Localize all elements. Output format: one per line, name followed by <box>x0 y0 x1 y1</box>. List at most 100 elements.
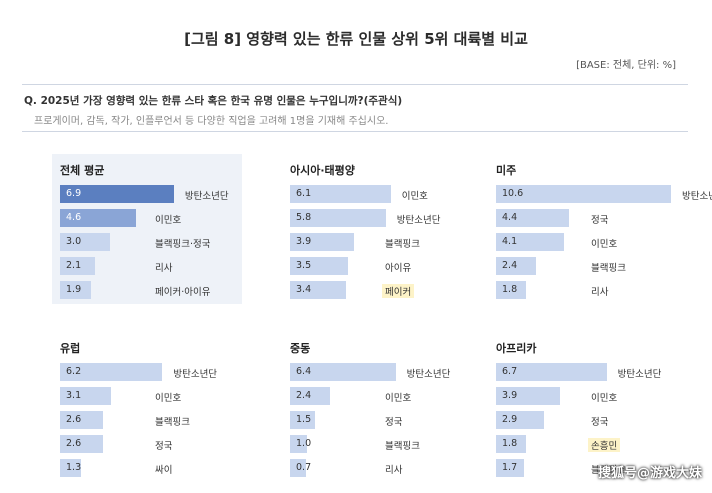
bar-value-label: 1.8 <box>502 438 518 449</box>
bar-row: 3.0 블랙핑크·정국 <box>60 233 245 251</box>
bar <box>496 435 526 453</box>
bar-row: 3.9 블랙핑크 <box>290 233 475 251</box>
category-label: 정국 <box>591 215 609 226</box>
bar-value-label: 2.6 <box>66 414 82 425</box>
bar <box>496 459 525 477</box>
category-label: 방탄소년단 <box>682 191 712 202</box>
category-label: 페이커 <box>382 284 415 298</box>
category-label: 이민호 <box>591 393 618 404</box>
panel-title: 미주 <box>496 164 517 177</box>
bar <box>60 185 174 203</box>
bar-row: 1.9 페이커·아이유 <box>60 281 245 299</box>
bar-value-label: 6.4 <box>296 366 312 377</box>
figure-title: [그림 8] 영향력 있는 한류 인물 상위 5위 대륙별 비교 <box>184 30 528 48</box>
chart-panel: 아프리카 6.7 방탄소년단 3.9 이민호 2.9 정국 1.8 손흥민 1.7 블랙핑크 <box>488 332 678 482</box>
bar-row: 2.6 정국 <box>60 435 245 453</box>
bar <box>60 459 82 477</box>
bar <box>290 185 391 203</box>
chart-panel: 유럽 6.2 방탄소년단 3.1 이민호 2.6 블랙핑크 2.6 정국 1.3 싸이 <box>52 332 242 482</box>
category-label: 방탄소년단 <box>173 369 218 380</box>
bar-value-label: 2.4 <box>296 390 312 401</box>
bar-row: 1.0 블랙핑크 <box>290 435 475 453</box>
category-label: 리사 <box>385 465 403 476</box>
bar-row: 3.9 이민호 <box>496 387 681 405</box>
category-label: 페이커·아이유 <box>155 287 211 298</box>
bar <box>60 435 103 453</box>
bar-row: 2.4 이민호 <box>290 387 475 405</box>
bar-value-label: 2.6 <box>66 438 82 449</box>
bar <box>496 281 526 299</box>
bar-value-label: 6.1 <box>296 188 312 199</box>
bar <box>60 387 112 405</box>
bar-value-label: 4.4 <box>502 212 518 223</box>
bar-row: 1.8 손흥민 <box>496 435 681 453</box>
bar-value-label: 3.9 <box>296 236 312 247</box>
bar <box>290 281 347 299</box>
bar <box>60 257 95 275</box>
chart-panel: 전체 평균 6.9 방탄소년단 4.6 이민호 3.0 블랙핑크·정국 2.1 리사 1.9 페이커… <box>52 154 242 304</box>
category-label: 아이유 <box>385 263 412 274</box>
bar-row: 2.6 블랙핑크 <box>60 411 245 429</box>
bar-row: 4.4 정국 <box>496 209 681 227</box>
category-label: 방탄소년단 <box>406 369 451 380</box>
category-label: 정국 <box>591 417 609 428</box>
watermark: 搜狐号@游戏大妹 <box>597 466 702 481</box>
bar-row: 1.7 블랙핑크 <box>496 459 681 477</box>
bar-value-label: 1.0 <box>296 438 312 449</box>
bar-row: 3.1 이민호 <box>60 387 245 405</box>
bar-value-label: 1.5 <box>296 414 312 425</box>
bar <box>496 209 569 227</box>
category-label: 리사 <box>155 263 173 274</box>
bar-row: 6.7 방탄소년단 <box>496 363 681 381</box>
bar <box>496 233 564 251</box>
bar-value-label: 3.1 <box>66 390 82 401</box>
category-label: 방탄소년단 <box>396 215 441 226</box>
bar-value-label: 4.6 <box>66 212 82 223</box>
bar-value-label: 2.9 <box>502 414 518 425</box>
bar-row: 10.6 방탄소년단 <box>496 185 712 203</box>
bar <box>496 411 544 429</box>
category-label: 방탄소년단 <box>184 191 229 202</box>
panel-title: 아시아·태평양 <box>290 164 355 177</box>
chart-panel: 아시아·태평양 6.1 이민호 5.8 방탄소년단 3.9 블랙핑크 3.5 아이유 3.4 페이커 <box>282 154 472 304</box>
bar-row: 6.9 방탄소년단 <box>60 185 245 203</box>
bar-row: 6.4 방탄소년단 <box>290 363 475 381</box>
bar <box>496 387 561 405</box>
panel-title: 중동 <box>290 342 311 355</box>
bar-row: 2.4 블랙핑크 <box>496 257 681 275</box>
chart-panel: 미주 10.6 방탄소년단 4.4 정국 4.1 이민호 2.4 블랙핑크 1.8 리사 <box>488 154 712 304</box>
bar-row: 3.4 페이커 <box>290 281 475 299</box>
bar-row: 4.6 이민호 <box>60 209 245 227</box>
base-note: [BASE: 전체, 단위: %] <box>576 60 676 71</box>
bar-row: 5.8 방탄소년단 <box>290 209 475 227</box>
bar-value-label: 10.6 <box>502 188 524 199</box>
category-label: 이민호 <box>385 393 412 404</box>
question-text: Q. 2025년 가장 영향력 있는 한류 스타 혹은 한국 유명 인물은 누구… <box>24 95 403 107</box>
category-label: 이민호 <box>401 191 428 202</box>
bar <box>290 435 307 453</box>
bar <box>60 233 110 251</box>
category-label: 블랙핑크 <box>591 263 626 274</box>
bar-value-label: 2.4 <box>502 260 518 271</box>
category-label: 이민호 <box>155 215 182 226</box>
bar <box>290 233 355 251</box>
bar-value-label: 2.1 <box>66 260 82 271</box>
bar <box>60 281 92 299</box>
bar-value-label: 6.7 <box>502 366 518 377</box>
bar-value-label: 3.0 <box>66 236 82 247</box>
bar-value-label: 3.4 <box>296 284 312 295</box>
bar <box>496 363 607 381</box>
bar <box>290 411 315 429</box>
bar <box>60 363 163 381</box>
panel-title: 전체 평균 <box>60 164 105 177</box>
bar-value-label: 1.3 <box>66 462 82 473</box>
category-label: 리사 <box>591 287 609 298</box>
category-label: 블랙핑크 <box>385 441 420 452</box>
category-label: 이민호 <box>155 393 182 404</box>
bar <box>60 411 103 429</box>
panel-title: 아프리카 <box>496 342 537 355</box>
bar-row: 3.5 아이유 <box>290 257 475 275</box>
category-label: 블랙핑크·정국 <box>155 239 211 250</box>
bar-row: 2.1 리사 <box>60 257 245 275</box>
bar <box>496 257 536 275</box>
